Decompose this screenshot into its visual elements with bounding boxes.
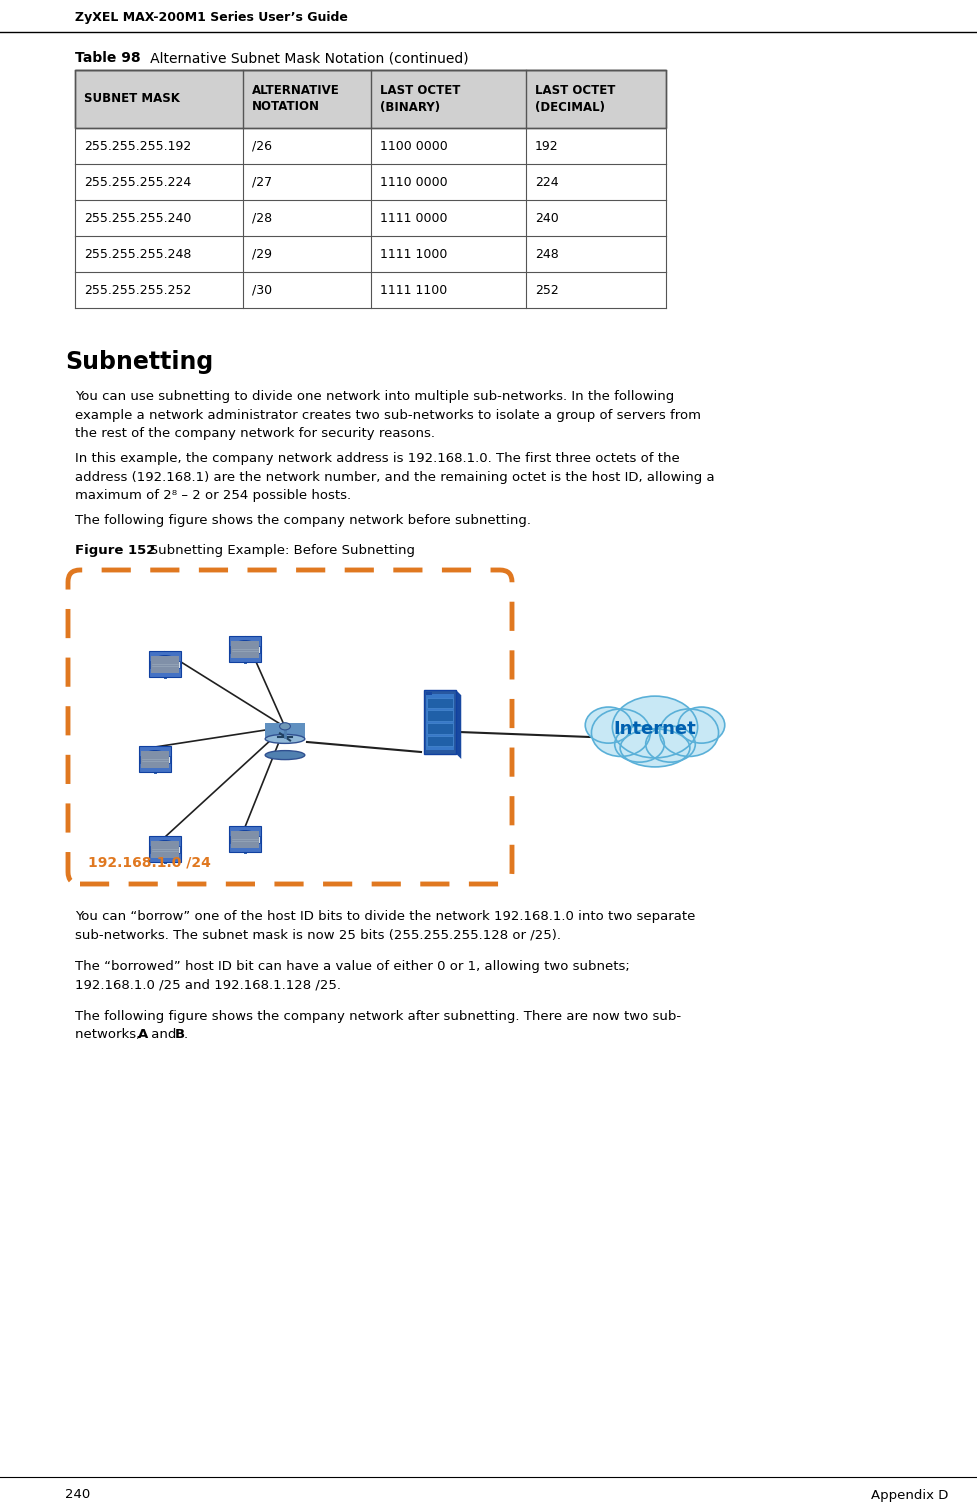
Ellipse shape (678, 706, 724, 742)
Text: /28: /28 (252, 212, 272, 224)
Text: ALTERNATIVE
NOTATION: ALTERNATIVE NOTATION (252, 84, 339, 114)
Bar (230, 646, 260, 654)
Text: Internet: Internet (613, 720, 696, 738)
Text: /27: /27 (252, 176, 272, 188)
Text: 1111 1000: 1111 1000 (380, 248, 446, 260)
Bar (142, 750, 168, 768)
Bar (427, 735, 452, 745)
Text: Table 98: Table 98 (75, 51, 141, 65)
Text: ZyXEL MAX-200M1 Series User’s Guide: ZyXEL MAX-200M1 Series User’s Guide (75, 12, 348, 24)
Text: 248: 248 (534, 248, 558, 260)
Ellipse shape (591, 709, 650, 756)
Text: 192: 192 (534, 140, 558, 152)
Text: networks,: networks, (75, 1028, 145, 1042)
Text: B: B (175, 1028, 185, 1042)
Polygon shape (455, 690, 461, 759)
Bar (423, 690, 455, 755)
FancyBboxPatch shape (68, 570, 512, 884)
Bar (426, 691, 431, 696)
Text: 255.255.255.248: 255.255.255.248 (84, 248, 191, 260)
Text: 255.255.255.192: 255.255.255.192 (84, 140, 191, 152)
Text: 1100 0000: 1100 0000 (380, 140, 447, 152)
Text: In this example, the company network address is 192.168.1.0. The first three oct: In this example, the company network add… (75, 452, 714, 502)
Ellipse shape (645, 726, 695, 762)
Bar (427, 723, 452, 733)
Text: 252: 252 (534, 284, 558, 296)
Bar (232, 831, 258, 848)
Ellipse shape (157, 840, 173, 846)
Text: Figure 152: Figure 152 (75, 544, 155, 558)
Text: The following figure shows the company network before subnetting.: The following figure shows the company n… (75, 514, 531, 528)
Text: A: A (138, 1028, 149, 1042)
Bar (151, 655, 179, 672)
Bar (427, 711, 452, 721)
Text: Subnetting Example: Before Subnetting: Subnetting Example: Before Subnetting (137, 544, 414, 558)
Text: 1110 0000: 1110 0000 (380, 176, 447, 188)
Bar (149, 836, 181, 861)
Bar (149, 661, 180, 669)
Text: Subnetting: Subnetting (64, 350, 213, 374)
Bar (151, 840, 179, 858)
Text: Alternative Subnet Mask Notation (continued): Alternative Subnet Mask Notation (contin… (137, 51, 468, 65)
Bar (75, 71, 665, 128)
Text: 192.168.1.0 /24: 192.168.1.0 /24 (88, 855, 211, 869)
Text: The following figure shows the company network after subnetting. There are now t: The following figure shows the company n… (75, 1010, 680, 1024)
Text: 255.255.255.240: 255.255.255.240 (84, 212, 191, 224)
Bar (229, 827, 261, 852)
Text: The “borrowed” host ID bit can have a value of either 0 or 1, allowing two subne: The “borrowed” host ID bit can have a va… (75, 960, 629, 992)
Ellipse shape (237, 831, 252, 836)
Bar (140, 756, 170, 764)
Text: 224: 224 (534, 176, 558, 188)
Text: 240: 240 (64, 1488, 90, 1501)
Ellipse shape (237, 640, 252, 646)
Text: Appendix D: Appendix D (870, 1488, 947, 1501)
Bar (149, 651, 181, 676)
Text: .: . (184, 1028, 188, 1042)
Ellipse shape (615, 726, 663, 762)
Text: SUBNET MASK: SUBNET MASK (84, 93, 180, 105)
Bar (265, 723, 305, 739)
Text: You can “borrow” one of the host ID bits to divide the network 192.168.1.0 into : You can “borrow” one of the host ID bits… (75, 909, 695, 941)
Ellipse shape (279, 723, 290, 730)
Text: 255.255.255.224: 255.255.255.224 (84, 176, 191, 188)
Ellipse shape (148, 750, 162, 756)
Ellipse shape (157, 655, 173, 661)
Bar (149, 846, 180, 854)
Text: 1111 0000: 1111 0000 (380, 212, 447, 224)
Bar (139, 747, 171, 771)
Text: /30: /30 (252, 284, 272, 296)
Ellipse shape (619, 729, 689, 767)
Bar (230, 837, 260, 843)
Ellipse shape (265, 735, 305, 744)
Bar (426, 693, 453, 750)
Text: /26: /26 (252, 140, 272, 152)
Text: and: and (147, 1028, 181, 1042)
Text: /29: /29 (252, 248, 272, 260)
Text: You can use subnetting to divide one network into multiple sub-networks. In the : You can use subnetting to divide one net… (75, 389, 701, 440)
Ellipse shape (265, 750, 305, 759)
Text: 255.255.255.252: 255.255.255.252 (84, 284, 191, 296)
Bar (229, 636, 261, 661)
Bar (232, 640, 258, 657)
Bar (427, 697, 452, 708)
Text: 240: 240 (534, 212, 558, 224)
Text: LAST OCTET
(BINARY): LAST OCTET (BINARY) (380, 84, 460, 114)
Text: 1111 1100: 1111 1100 (380, 284, 446, 296)
Ellipse shape (584, 706, 631, 742)
Ellipse shape (658, 709, 718, 756)
Ellipse shape (612, 696, 697, 758)
Bar (75, 71, 665, 128)
Text: LAST OCTET
(DECIMAL): LAST OCTET (DECIMAL) (534, 84, 615, 114)
